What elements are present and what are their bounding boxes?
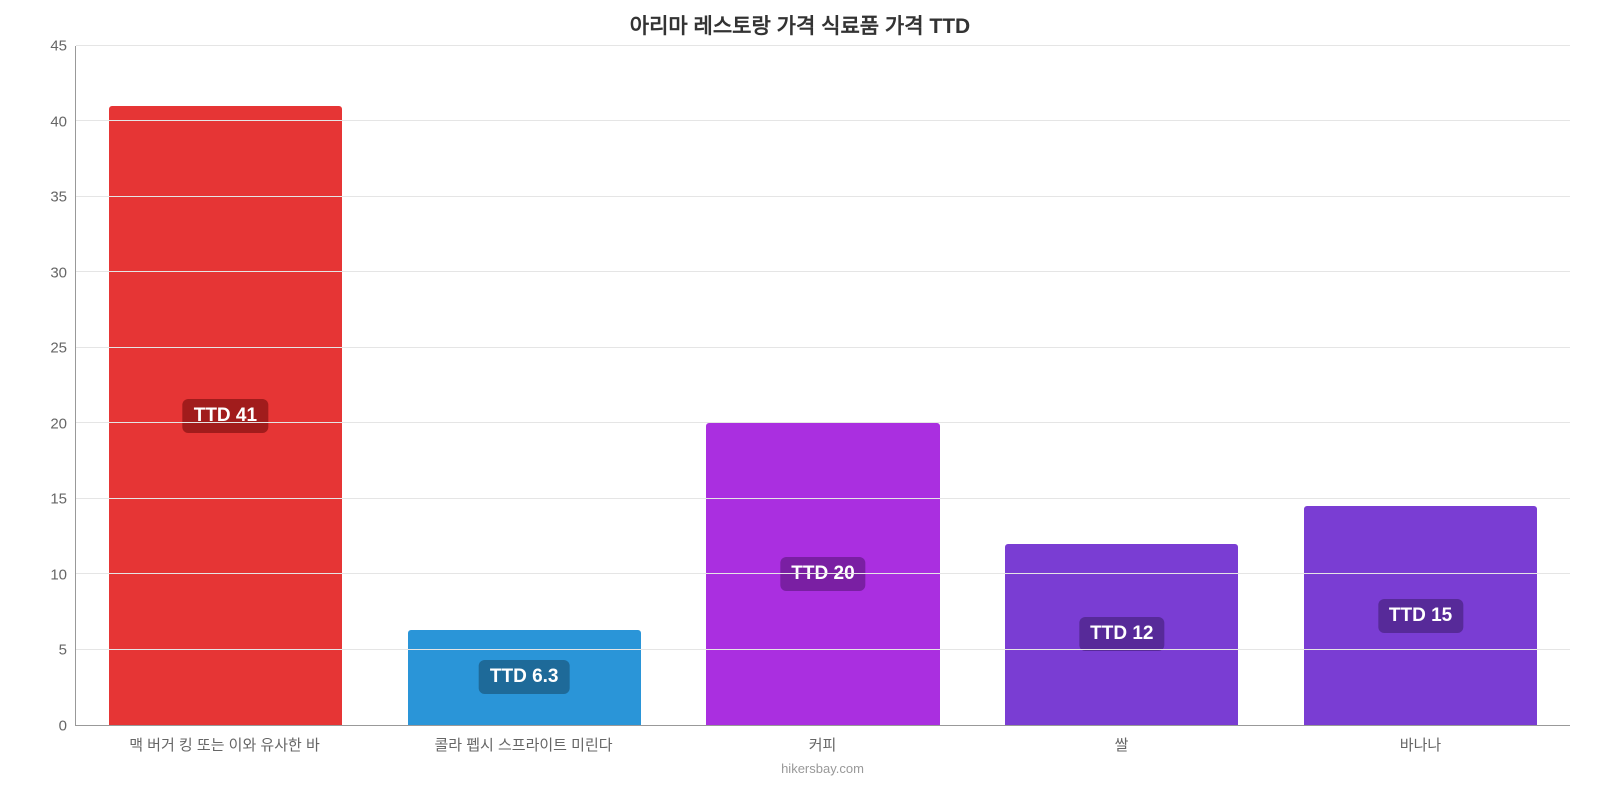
value-badge: TTD 6.3 bbox=[479, 660, 570, 694]
gridline bbox=[76, 422, 1570, 423]
value-badge: TTD 41 bbox=[183, 399, 268, 433]
bars-container: TTD 41 TTD 6.3 TTD 20 TTD 12 TTD 15 bbox=[76, 46, 1570, 725]
bar-slot: TTD 6.3 bbox=[375, 46, 674, 725]
y-tick-label: 30 bbox=[27, 264, 67, 281]
y-tick-label: 40 bbox=[27, 113, 67, 130]
bar-slot: TTD 20 bbox=[674, 46, 973, 725]
x-tick-label: 맥 버거 킹 또는 이와 유사한 바 bbox=[75, 734, 374, 755]
plot-area: 051015202530354045 TTD 41TTD 6.3TTD 20TT… bbox=[30, 46, 1570, 726]
gridline bbox=[76, 649, 1570, 650]
gridline bbox=[76, 498, 1570, 499]
price-chart: 아리마 레스토랑 가격 식료품 가격 TTD 0 5 10 15 20 25 30 35 40 4… bbox=[0, 0, 1600, 800]
y-tick-label: 5 bbox=[27, 642, 67, 659]
bar-slot: TTD 12 bbox=[972, 46, 1271, 725]
x-tick-label: 콜라 펩시 스프라이트 미린다 bbox=[374, 734, 673, 755]
x-tick-label: 바나나 bbox=[1271, 734, 1570, 755]
y-tick-label: 10 bbox=[27, 566, 67, 583]
y-axis: 051015202530354045 bbox=[30, 46, 75, 726]
x-axis: 맥 버거 킹 또는 이와 유사한 바콜라 펩시 스프라이트 미린다커피쌀바나나 bbox=[75, 734, 1570, 755]
gridline bbox=[76, 45, 1570, 46]
value-badge: TTD 12 bbox=[1079, 617, 1164, 651]
y-tick-label: 35 bbox=[27, 189, 67, 206]
gridline bbox=[76, 347, 1570, 348]
gridline bbox=[76, 120, 1570, 121]
gridline bbox=[76, 271, 1570, 272]
plot-region: TTD 41 TTD 6.3 TTD 20 TTD 12 TTD 15 bbox=[75, 46, 1570, 726]
bar-slot: TTD 15 bbox=[1271, 46, 1570, 725]
chart-title: 아리마 레스토랑 가격 식료품 가격 TTD bbox=[30, 10, 1570, 40]
x-tick-label: 커피 bbox=[673, 734, 972, 755]
attribution-text: hikersbay.com bbox=[75, 761, 1570, 776]
bar-slot: TTD 41 bbox=[76, 46, 375, 725]
y-tick-label: 25 bbox=[27, 340, 67, 357]
y-tick-label: 45 bbox=[27, 38, 67, 55]
value-badge: TTD 20 bbox=[780, 557, 865, 591]
value-badge: TTD 15 bbox=[1378, 599, 1463, 633]
y-tick-label: 0 bbox=[27, 718, 67, 735]
x-tick-label: 쌀 bbox=[972, 734, 1271, 755]
y-tick-label: 15 bbox=[27, 491, 67, 508]
gridline bbox=[76, 573, 1570, 574]
y-tick-label: 20 bbox=[27, 415, 67, 432]
gridline bbox=[76, 196, 1570, 197]
